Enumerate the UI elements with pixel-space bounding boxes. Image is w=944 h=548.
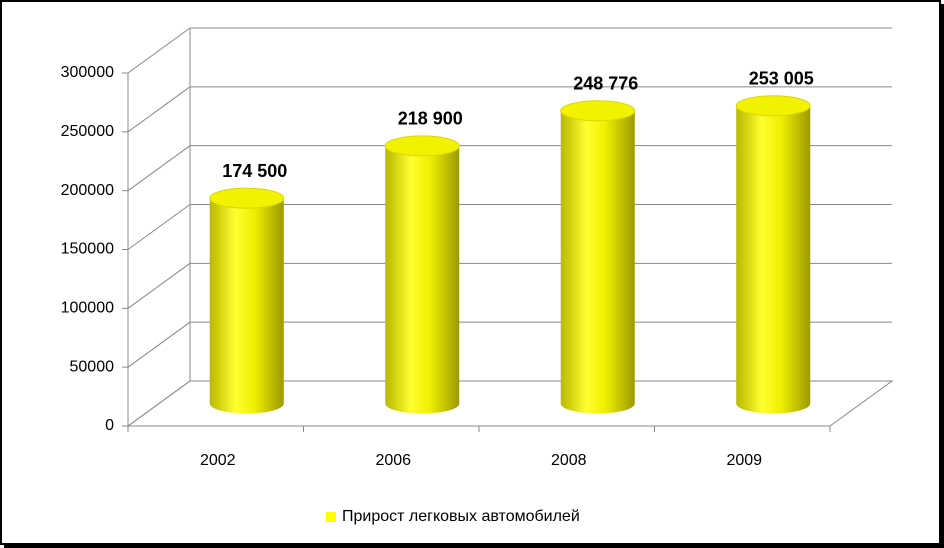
grid-line [127,262,191,309]
grid-line [127,86,191,133]
x-tick-label: 2008 [551,452,587,469]
y-tick-label: 300000 [61,64,114,81]
cylinder-top [384,135,460,157]
cylinder-top [560,100,636,122]
legend-swatch [326,512,336,522]
legend-label: Прирост легковых автомобилей [342,508,580,525]
x-tick-label: 2006 [375,452,411,469]
grid-line [127,204,191,250]
grid-line [127,380,191,427]
x-tick-label: 2002 [200,452,236,469]
y-tick-label: 150000 [61,241,114,258]
grid-line [127,27,191,74]
data-label: 218 900 [398,109,463,129]
cylinder [385,145,460,414]
y-tick-label: 100000 [61,300,114,317]
cylinder [736,105,811,414]
grid-line [127,145,191,192]
y-tick-label: 0 [105,417,114,434]
cylinder-top [735,95,811,117]
data-label: 248 776 [573,74,638,94]
y-tick-label: 250000 [61,123,114,140]
cylinder [560,110,635,414]
data-label: 174 500 [222,161,287,181]
x-tick-label: 2009 [726,452,762,469]
cylinder [209,198,284,414]
data-label: 253 005 [749,69,814,89]
y-tick-label: 200000 [61,182,114,199]
y-tick-label: 50000 [70,358,115,375]
grid-line [127,321,191,368]
cylinder-top [209,187,285,209]
